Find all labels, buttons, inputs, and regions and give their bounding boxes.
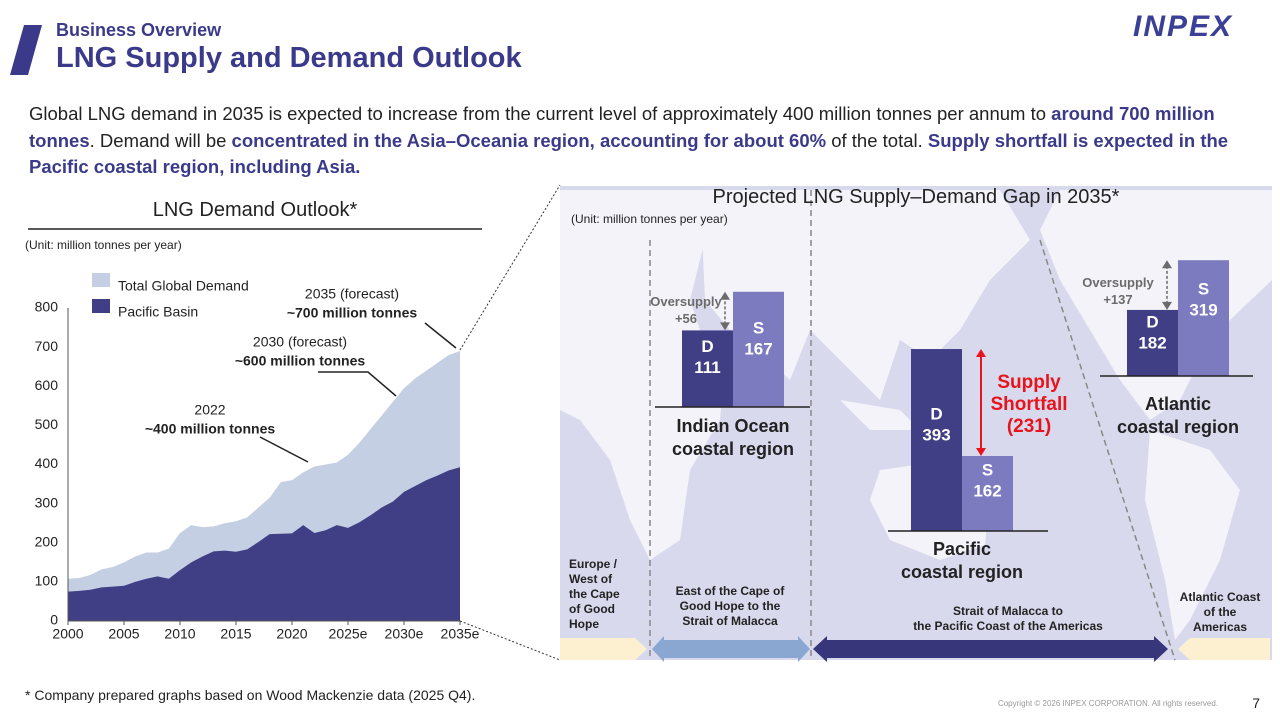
y-tick-label: 200 [35,533,59,549]
gap-label: Oversupply [1082,275,1154,290]
annotation-leader [318,371,397,397]
gap-arrow-head [720,291,730,300]
x-tick-label: 2035e [441,626,480,642]
x-tick-label: 2015 [220,626,251,642]
y-tick-label: 500 [35,416,59,432]
bar-label: S [753,318,764,337]
bar [733,291,784,407]
annotation-value: ~400 million tonnes [145,421,276,437]
gap-arrow-head [1162,260,1172,269]
intro-text-part: Global LNG demand in 2035 is expected to… [29,103,1052,124]
gap-arrow-head [976,447,986,456]
route-label: Europe / West of the Cape of Good Hope [569,557,620,631]
x-tick-label: 2025e [329,626,368,642]
page-number: 7 [1252,695,1260,711]
legend-label: Pacific Basin [118,304,198,320]
x-tick-label: 2005 [108,626,139,642]
chart-title: LNG Demand Outlook* [152,199,358,221]
intro-highlight: Supply shortfall is expected in the Paci… [29,129,1229,178]
route-label: Atlantic Coast of the Americas [1179,590,1261,634]
bar-value: 393 [922,426,950,445]
unit-label: (Unit: million tonnes per year) [571,212,728,226]
chart-title: Projected LNG Supply–Demand Gap in 2035* [712,186,1120,208]
gap-value: (231) [1006,416,1052,437]
gap-value: +56 [674,311,698,326]
bar-label: D [1146,312,1158,331]
bar [962,455,1013,531]
y-tick-label: 400 [35,455,59,471]
legend-swatch [92,299,110,313]
annotation-label: 2035 (forecast) [305,286,399,302]
y-tick-label: 800 [35,299,59,315]
area [68,467,460,621]
y-tick-label: 0 [50,612,58,628]
annotation-value: ~700 million tonnes [287,305,418,321]
logo: INPEX [1133,10,1234,43]
bar [1178,260,1229,376]
intro-text: Global LNG demand in 2035 is expected to… [29,101,1254,181]
intro-highlight: concentrated in the Asia–Oceania region,… [231,129,827,151]
annotation-label: 2030 (forecast) [253,334,347,350]
x-tick-label: 2010 [164,626,195,642]
annotation-label: 2022 [194,402,225,418]
region-name: Pacific coastal region [900,539,1024,582]
y-tick-label: 300 [35,494,59,510]
intro-highlight: around 700 million tonnes [29,103,1215,151]
intro-text-part: of the total. [826,129,928,151]
legend-swatch [92,273,110,287]
annotation-leader [259,436,309,463]
bar [911,349,962,531]
copyright: Copyright © 2026 INPEX CORPORATION. All … [997,699,1218,708]
bar-label: D [701,337,713,356]
gap-value: +137 [1103,292,1133,307]
route-arrows [560,636,1270,662]
gap-arrow-head [720,322,730,331]
region-dividers [649,190,1176,661]
gap-label: Oversupply [650,294,722,309]
route-label: East of the Cape of Good Hope to the Str… [675,584,785,628]
bar-value: 162 [973,481,1001,500]
y-tick-label: 700 [35,338,59,354]
unit-label: (Unit: million tonnes per year) [25,238,182,252]
x-tick-label: 2030e [385,626,424,642]
region-name: Indian Ocean coastal region [671,416,795,459]
legend-label: Total Global Demand [118,278,249,294]
gap-arrow-head [976,349,986,358]
header-mark [10,25,42,75]
bar-value: 111 [694,358,721,377]
annotation-leader [424,322,457,349]
y-tick-label: 600 [35,377,59,393]
bar-label: S [1198,280,1209,299]
bar-value: 167 [744,339,772,358]
bar-label: S [982,460,993,479]
bar-label: D [930,405,942,424]
region-name: Atlantic coastal region [1116,394,1240,437]
x-tick-label: 2000 [52,626,83,642]
bar [1127,309,1178,376]
gap-arrow-head [1162,301,1172,310]
zoom-lines [459,184,561,661]
bar-value: 319 [1189,301,1217,320]
gap-label: Supply Shortfall [990,372,1068,415]
bar [682,330,733,407]
intro-text-part: . Demand will be [89,129,232,151]
section-label: Business Overview [56,20,222,40]
bar-value: 182 [1138,333,1166,352]
route-label: Strait of Malacca to the Pacific Coast o… [913,604,1103,633]
page-title: LNG Supply and Demand Outlook [56,42,522,74]
x-tick-label: 2020 [276,626,307,642]
footnote: * Company prepared graphs based on Wood … [25,687,476,703]
y-tick-label: 100 [35,573,59,589]
annotation-value: ~600 million tonnes [235,353,366,369]
